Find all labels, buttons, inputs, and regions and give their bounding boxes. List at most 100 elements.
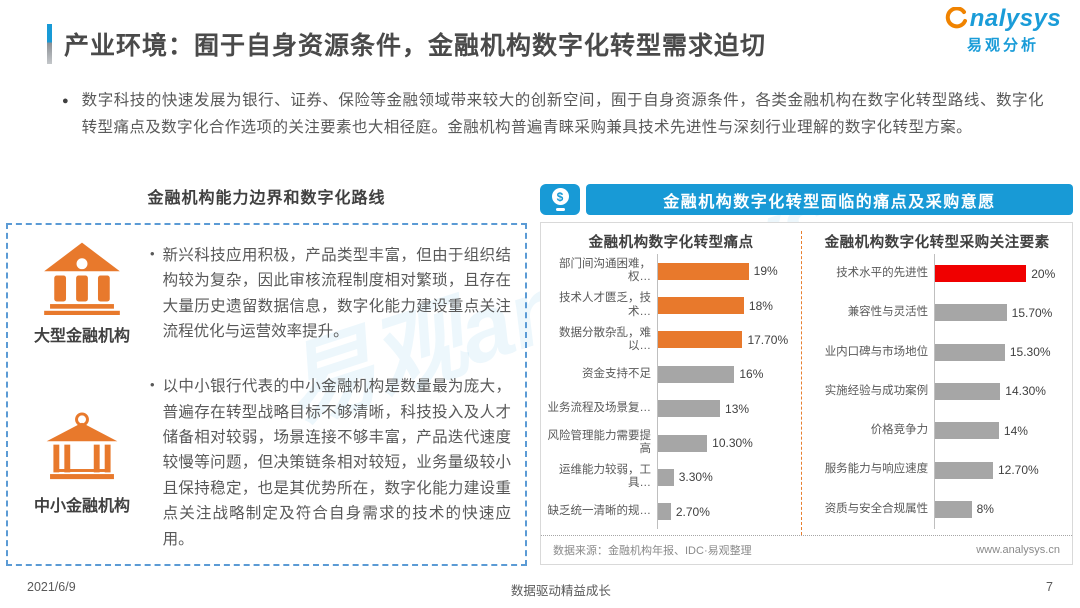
analysys-logo: nalysys 易观分析 <box>942 7 1064 55</box>
bar-row: 技术水平的先进性 20% <box>806 254 1068 294</box>
website-url: www.analysys.cn <box>976 544 1060 556</box>
slide-footer: 2021/6/9 数据驱动精益成长 7 <box>0 580 1080 599</box>
value-label: 8% <box>976 502 994 517</box>
category-label: 资质与安全合规属性 <box>824 502 929 515</box>
value-label: 15.30% <box>1009 345 1051 360</box>
logo-wordmark: nalysys <box>942 7 1064 31</box>
bar <box>658 434 708 452</box>
org-text-small-content: 以中小银行代表的中小金融机构是数量最为庞大，普遍存在转型战略目标不够清晰，科技投… <box>162 378 511 548</box>
org-icon-block: 大型金融机构 <box>14 241 150 346</box>
bar-track: 2.70% <box>657 494 797 529</box>
category-label: 资金支持不足 <box>582 367 651 380</box>
bar-track: 15.70% <box>934 293 1068 333</box>
bar-row: 业务流程及场景复… 13% <box>545 391 797 426</box>
bar-row: 资质与安全合规属性 8% <box>806 489 1068 529</box>
bar-row: 缺乏统一清晰的规… 2.70% <box>545 494 797 529</box>
bar-row: 技术人才匮乏，技术… 18% <box>545 288 797 323</box>
org-label-small: 中小金融机构 <box>33 497 130 515</box>
footer-page-number: 7 <box>1046 580 1053 594</box>
org-text-small: • 以中小银行代表的中小金融机构是数量最为庞大，普遍存在转型战略目标不够清晰，科… <box>150 374 515 552</box>
value-label: 17.70% <box>747 332 789 347</box>
org-text-large: • 新兴科技应用积极，产品类型丰富，但由于组织结构较为复杂，因此审核流程制度相对… <box>150 243 515 345</box>
org-label-large: 大型金融机构 <box>33 328 130 345</box>
bar-track: 12.70% <box>934 450 1068 490</box>
value-label: 3.30% <box>678 470 713 485</box>
bar-track: 3.30% <box>657 460 797 495</box>
bank-small-icon <box>46 412 118 479</box>
bar-track: 13% <box>657 391 797 426</box>
bar-row: 服务能力与响应速度 12.70% <box>806 450 1068 490</box>
value-label: 12.70% <box>998 463 1039 478</box>
bar-track: 14% <box>934 411 1068 451</box>
bullet-icon: • <box>150 245 155 261</box>
bar <box>658 297 744 315</box>
bullet-icon: • <box>150 377 155 393</box>
value-label: 10.30% <box>712 436 753 451</box>
bar-row: 业内口碑与市场地位 15.30% <box>806 332 1068 372</box>
category-label: 技术人才匮乏，技术… <box>559 292 651 318</box>
bar <box>658 365 735 383</box>
bar <box>658 503 671 521</box>
bar-row: 价格竞争力 14% <box>806 411 1068 451</box>
bar-track: 17.70% <box>657 322 797 358</box>
bar-row: 实施经验与成功案例 14.30% <box>806 371 1068 412</box>
value-label: 15.70% <box>1011 305 1053 320</box>
category-label: 实施经验与成功案例 <box>824 384 929 397</box>
bar <box>658 468 674 486</box>
value-label: 19% <box>753 264 778 279</box>
bar <box>935 265 1027 283</box>
category-label: 技术水平的先进性 <box>836 267 929 280</box>
bar-row: 运维能力较弱，工具… 3.30% <box>545 460 797 495</box>
bar-row: 资金支持不足 16% <box>545 357 797 392</box>
logo-brand-text: nalysys <box>969 5 1062 32</box>
bar <box>658 400 721 418</box>
charts-row: 金融机构数字化转型痛点 部门间沟通困难，权… 19% 技术人才匮乏，技术… 18% 数据… <box>541 223 1072 535</box>
category-label: 兼容性与灵活性 <box>847 306 929 319</box>
org-icon-block: 中小金融机构 <box>14 411 150 516</box>
bank-large-icon <box>44 242 120 315</box>
chart-purchase-factors-title: 金融机构数字化转型采购关注要素 <box>824 235 1050 251</box>
category-label: 部门间沟通困难，权… <box>559 257 651 284</box>
value-label: 14% <box>1003 423 1028 438</box>
bar <box>935 500 972 518</box>
bar <box>658 331 743 349</box>
bar-row: 数据分散杂乱，难以… 17.70% <box>545 322 797 358</box>
data-source-note: 数据来源：金融机构年报、IDC·易观整理 <box>553 545 752 557</box>
value-label: 2.70% <box>675 504 710 519</box>
category-label: 风险管理能力需要提高 <box>547 429 652 456</box>
charts-container: 金融机构数字化转型痛点 部门间沟通困难，权… 19% 技术人才匮乏，技术… 18% 数据… <box>540 222 1073 565</box>
bar-track: 18% <box>657 288 797 323</box>
value-label: 14.30% <box>1005 384 1046 399</box>
mobile-payment-icon: $ <box>540 184 580 215</box>
category-label: 价格竞争力 <box>870 424 929 437</box>
chart-painpoints: 金融机构数字化转型痛点 部门间沟通困难，权… 19% 技术人才匮乏，技术… 18% 数据… <box>541 231 801 535</box>
bar <box>935 461 993 479</box>
org-text-large-content: 新兴科技应用积极，产品类型丰富，但由于组织结构较为复杂，因此审核流程制度相对繁琐… <box>162 246 511 340</box>
slide-header: 产业环境：囿于自身资源条件，金融机构数字化转型需求迫切 <box>47 24 766 64</box>
value-label: 13% <box>725 401 750 416</box>
intro-text: 数字科技的快速发展为银行、证券、保险等金融领域带来较大的创新空间，囿于自身资源条… <box>81 92 1044 136</box>
capability-panel: 金融机构能力边界和数字化路线 大型金融机构 • 新兴科技应用积极，产品类型丰富，… <box>6 184 527 566</box>
bar-track: 10.30% <box>657 425 797 461</box>
chart-source-row: 数据来源：金融机构年报、IDC·易观整理 www.analysys.cn <box>541 535 1072 564</box>
capability-panel-heading: 金融机构能力边界和数字化路线 <box>147 190 386 207</box>
org-item-large-institution: 大型金融机构 • 新兴科技应用积极，产品类型丰富，但由于组织结构较为复杂，因此审… <box>14 241 515 346</box>
bar-track: 20% <box>934 254 1068 294</box>
chart-purchase-factors-bars: 技术水平的先进性 20% 兼容性与灵活性 15.70% 业内口碑与市场地位 15.30% 实… <box>806 254 1068 529</box>
chart-purchase-factors: 金融机构数字化转型采购关注要素 技术水平的先进性 20% 兼容性与灵活性 15.70%… <box>801 231 1072 535</box>
painpoints-header: $ 金融机构数字化转型面临的痛点及采购意愿 <box>540 184 1073 215</box>
value-label: 20% <box>1031 266 1056 281</box>
home-button-dash <box>555 208 565 211</box>
intro-paragraph: ● 数字科技的快速发展为银行、证券、保险等金融领域带来较大的创新空间，囿于自身资… <box>62 88 1044 142</box>
bullet-icon: ● <box>62 95 69 107</box>
bar <box>935 422 999 440</box>
title-accent-bar <box>47 24 52 64</box>
footer-slogan: 数据驱动精益成长 <box>510 584 611 598</box>
bar-track: 16% <box>657 357 797 392</box>
capability-panel-box: 大型金融机构 • 新兴科技应用积极，产品类型丰富，但由于组织结构较为复杂，因此审… <box>6 223 527 566</box>
bar <box>935 343 1005 361</box>
category-label: 业内口碑与市场地位 <box>824 345 929 358</box>
bar <box>658 262 749 280</box>
dollar-coin-icon: $ <box>551 188 569 205</box>
painpoints-panel: $ 金融机构数字化转型面临的痛点及采购意愿 金融机构数字化转型痛点 部门间沟通困… <box>540 184 1073 565</box>
